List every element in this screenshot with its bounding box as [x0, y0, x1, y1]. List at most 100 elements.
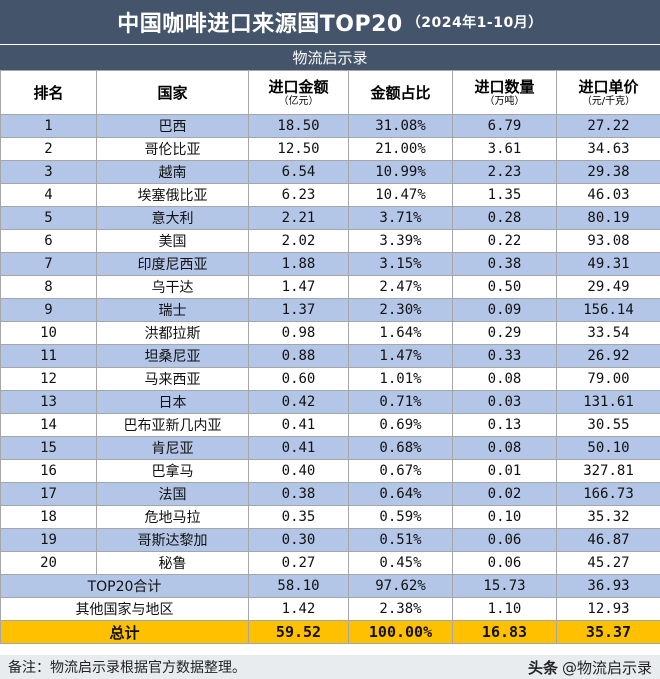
cell-country: 日本 — [96, 390, 249, 414]
top20-amount: 58.10 — [248, 574, 349, 598]
cell-share: 0.45% — [348, 551, 453, 575]
cell-amount: 0.27 — [248, 551, 349, 575]
cell-amount: 2.21 — [248, 206, 349, 230]
cell-country: 意大利 — [96, 206, 249, 230]
table-row: 12 马来西亚 0.60 1.01% 0.08 79.00 — [0, 367, 660, 391]
cell-price: 156.14 — [556, 298, 660, 322]
total-price: 35.37 — [556, 620, 660, 644]
cell-rank: 16 — [0, 459, 97, 483]
cell-country: 印度尼西亚 — [96, 252, 249, 276]
title-main: 中国咖啡进口来源国TOP20 — [117, 12, 403, 37]
table-row: 19 哥斯达黎加 0.30 0.51% 0.06 46.87 — [0, 528, 660, 552]
table-row: 18 危地马拉 0.35 0.59% 0.10 35.32 — [0, 505, 660, 529]
total-amount: 59.52 — [248, 620, 349, 644]
cell-rank: 5 — [0, 206, 97, 230]
watermark: 头条 @物流启示录 — [528, 657, 652, 678]
cell-country: 秘鲁 — [96, 551, 249, 575]
table-row: 11 坦桑尼亚 0.88 1.47% 0.33 26.92 — [0, 344, 660, 368]
table-row: 16 巴拿马 0.40 0.67% 0.01 327.81 — [0, 459, 660, 483]
others-row: 其他国家与地区 1.42 2.38% 1.10 12.93 — [0, 597, 660, 621]
cell-country: 埃塞俄比亚 — [96, 183, 249, 207]
cell-amount: 0.60 — [248, 367, 349, 391]
cell-amount: 2.02 — [248, 229, 349, 253]
cell-share: 0.69% — [348, 413, 453, 437]
header-volume-unit: （万吨） — [484, 96, 525, 107]
others-amount: 1.42 — [248, 597, 349, 621]
cell-volume: 0.28 — [452, 206, 557, 230]
table-row: 1 巴西 18.50 31.08% 6.79 27.22 — [0, 114, 660, 138]
header-amount: 进口金额 （亿元） — [248, 70, 349, 115]
others-share: 2.38% — [348, 597, 453, 621]
cell-amount: 0.42 — [248, 390, 349, 414]
cell-country: 巴西 — [96, 114, 249, 138]
cell-price: 35.32 — [556, 505, 660, 529]
cell-amount: 0.41 — [248, 413, 349, 437]
cell-country: 马来西亚 — [96, 367, 249, 391]
header-price-unit: （元/千克） — [581, 96, 636, 107]
cell-amount: 1.47 — [248, 275, 349, 299]
cell-rank: 18 — [0, 505, 97, 529]
cell-rank: 14 — [0, 413, 97, 437]
cell-country: 巴布亚新几内亚 — [96, 413, 249, 437]
cell-volume: 0.33 — [452, 344, 557, 368]
header-price: 进口单价 （元/千克） — [556, 70, 660, 115]
header-rank: 排名 — [0, 70, 97, 115]
cell-share: 1.47% — [348, 344, 453, 368]
table-row: 14 巴布亚新几内亚 0.41 0.69% 0.13 30.55 — [0, 413, 660, 437]
cell-price: 50.10 — [556, 436, 660, 460]
cell-rank: 4 — [0, 183, 97, 207]
others-volume: 1.10 — [452, 597, 557, 621]
cell-volume: 0.06 — [452, 528, 557, 552]
cell-amount: 0.30 — [248, 528, 349, 552]
cell-volume: 0.08 — [452, 367, 557, 391]
cell-country: 肯尼亚 — [96, 436, 249, 460]
cell-country: 法国 — [96, 482, 249, 506]
cell-share: 3.39% — [348, 229, 453, 253]
header-volume-label: 进口数量 — [474, 78, 535, 96]
cell-price: 26.92 — [556, 344, 660, 368]
table-row: 10 洪都拉斯 0.98 1.64% 0.29 33.54 — [0, 321, 660, 345]
cell-volume: 0.13 — [452, 413, 557, 437]
cell-share: 0.59% — [348, 505, 453, 529]
table-row: 13 日本 0.42 0.71% 0.03 131.61 — [0, 390, 660, 414]
footer-note: 备注：物流启示录根据官方数据整理。 — [8, 660, 246, 676]
cell-share: 3.71% — [348, 206, 453, 230]
header-share: 金额占比 — [348, 70, 453, 115]
cell-volume: 0.09 — [452, 298, 557, 322]
table-row: 15 肯尼亚 0.41 0.68% 0.08 50.10 — [0, 436, 660, 460]
table-row: 7 印度尼西亚 1.88 3.15% 0.38 49.31 — [0, 252, 660, 276]
cell-volume: 0.10 — [452, 505, 557, 529]
header-amount-label: 进口金额 — [268, 78, 329, 96]
cell-share: 10.47% — [348, 183, 453, 207]
table-row: 2 哥伦比亚 12.50 21.00% 3.61 34.63 — [0, 137, 660, 161]
cell-price: 80.19 — [556, 206, 660, 230]
cell-country: 危地马拉 — [96, 505, 249, 529]
header-row: 排名 国家 进口金额 （亿元） 金额占比 进口数量 （万吨） 进口单价 （元/千… — [0, 70, 660, 115]
cell-country: 瑞士 — [96, 298, 249, 322]
cell-rank: 6 — [0, 229, 97, 253]
table-row: 9 瑞士 1.37 2.30% 0.09 156.14 — [0, 298, 660, 322]
cell-share: 0.67% — [348, 459, 453, 483]
cell-volume: 1.35 — [452, 183, 557, 207]
table-row: 17 法国 0.38 0.64% 0.02 166.73 — [0, 482, 660, 506]
cell-rank: 2 — [0, 137, 97, 161]
cell-amount: 0.41 — [248, 436, 349, 460]
page-subtitle: 物流启示录 — [0, 44, 660, 70]
cell-price: 166.73 — [556, 482, 660, 506]
others-price: 12.93 — [556, 597, 660, 621]
cell-price: 34.63 — [556, 137, 660, 161]
total-row: 总计 59.52 100.00% 16.83 35.37 — [0, 620, 660, 644]
cell-amount: 0.88 — [248, 344, 349, 368]
import-table: 排名 国家 进口金额 （亿元） 金额占比 进口数量 （万吨） 进口单价 （元/千… — [0, 70, 660, 644]
header-volume: 进口数量 （万吨） — [452, 70, 557, 115]
header-price-label: 进口单价 — [578, 78, 639, 96]
cell-share: 1.64% — [348, 321, 453, 345]
cell-volume: 0.03 — [452, 390, 557, 414]
cell-price: 46.03 — [556, 183, 660, 207]
total-volume: 16.83 — [452, 620, 557, 644]
page-title: 中国咖啡进口来源国TOP20 （2024年1-10月） — [0, 0, 660, 44]
cell-share: 10.99% — [348, 160, 453, 184]
cell-volume: 3.61 — [452, 137, 557, 161]
table-row: 3 越南 6.54 10.99% 2.23 29.38 — [0, 160, 660, 184]
